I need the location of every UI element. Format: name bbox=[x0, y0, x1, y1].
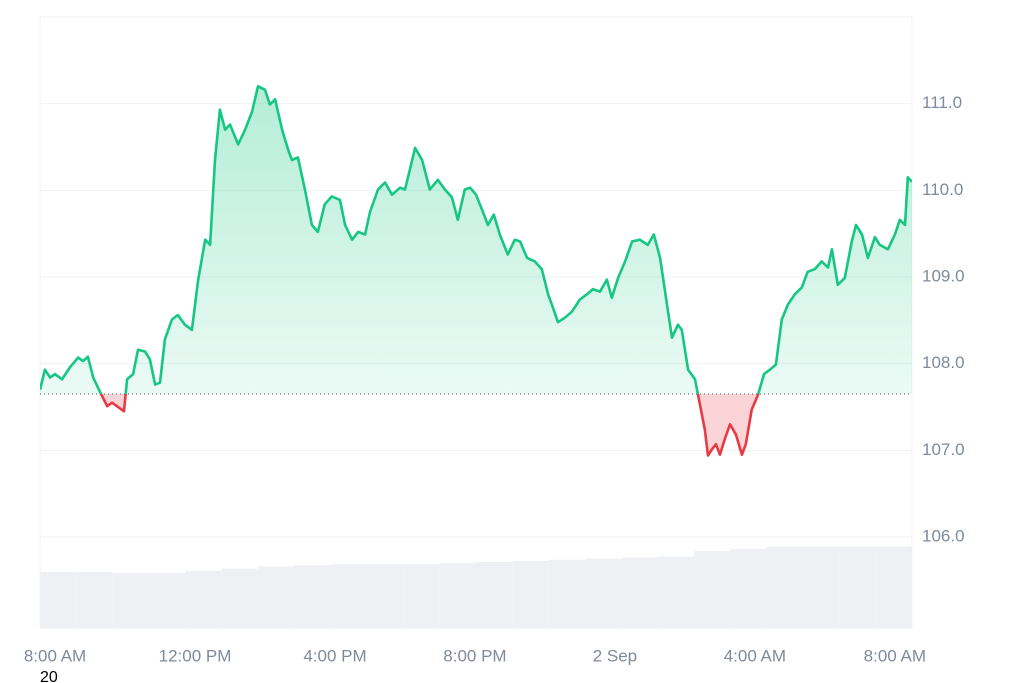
volume-bar bbox=[766, 546, 803, 628]
volume-bar bbox=[185, 570, 222, 628]
x-tick-label: 8:00 AM bbox=[24, 646, 86, 665]
y-tick-label: 106.0 bbox=[922, 526, 965, 545]
volume-bar bbox=[330, 564, 367, 628]
y-tick-label: 110.0 bbox=[922, 180, 963, 199]
volume-bar bbox=[258, 566, 295, 628]
area-above bbox=[40, 86, 912, 394]
volume-bar bbox=[621, 557, 658, 628]
volume-bar bbox=[839, 546, 876, 628]
volume-bar bbox=[221, 568, 258, 628]
volume-bar bbox=[730, 548, 767, 628]
y-tick-label: 107.0 bbox=[922, 440, 965, 459]
volume-bar bbox=[403, 564, 440, 628]
volume-bar bbox=[657, 556, 694, 628]
x-tick-label: 4:00 PM bbox=[303, 646, 366, 665]
volume-bar bbox=[694, 551, 731, 628]
volume-bar bbox=[439, 563, 476, 628]
volume-bar bbox=[803, 546, 840, 628]
volume-bar bbox=[112, 573, 149, 628]
x-tick-label: 8:00 AM bbox=[864, 646, 926, 665]
volume-bar bbox=[149, 573, 186, 628]
x-tick-label: 4:00 AM bbox=[724, 646, 786, 665]
y-tick-label: 108.0 bbox=[922, 353, 965, 372]
volume-bar bbox=[367, 564, 404, 628]
volume-bar bbox=[512, 560, 549, 628]
x-tick-label: 8:00 PM bbox=[443, 646, 506, 665]
volume-bar bbox=[294, 565, 331, 628]
volume-bar bbox=[40, 571, 77, 628]
y-tick-label: 109.0 bbox=[922, 266, 965, 285]
x-tick-label: 2 Sep bbox=[593, 646, 637, 665]
volume-bar bbox=[875, 546, 912, 628]
area-below bbox=[40, 394, 912, 456]
y-tick-label: 111.0 bbox=[922, 93, 962, 112]
volume-bar bbox=[548, 559, 585, 628]
volume-bar bbox=[585, 558, 622, 628]
price-line bbox=[40, 85, 912, 394]
footnote: 20 bbox=[40, 669, 58, 683]
volume-bar bbox=[476, 562, 513, 628]
x-tick-label: 12:00 PM bbox=[159, 646, 232, 665]
volume-bar bbox=[76, 571, 113, 628]
